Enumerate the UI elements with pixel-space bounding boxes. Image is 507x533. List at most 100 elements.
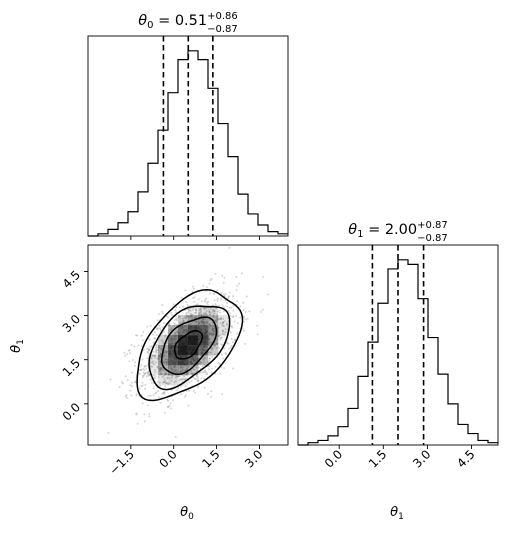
scatter-point [166,406,169,409]
scatter-point [212,327,214,330]
scatter-point [187,311,190,314]
scatter-point [213,330,216,333]
scatter-point [161,326,164,329]
scatter-point [126,379,129,382]
histogram-frame [297,244,499,446]
scatter-point [208,323,211,326]
scatter-point [176,374,179,377]
scatter-point [178,322,181,325]
scatter-point [167,331,170,334]
scatter-point [208,311,211,313]
scatter-point [197,366,200,369]
scatter-point [165,373,168,376]
scatter-point [227,295,230,298]
scatter-point [151,360,154,363]
scatter-point [176,319,178,322]
scatter-point [142,374,145,377]
scatter-point [206,393,209,395]
scatter-point [176,389,179,392]
scatter-point [157,344,160,347]
scatter-point [204,300,206,303]
scatter-point [187,366,189,369]
scatter-point [130,394,133,397]
scatter-point [128,349,131,352]
scatter-point [149,378,152,381]
scatter-point [149,338,151,341]
scatter-point [109,378,112,381]
scatter-point [216,342,219,345]
scatter-point [242,327,244,330]
scatter-point [213,343,216,346]
scatter-point [199,308,202,311]
scatter-point [202,323,205,326]
scatter-point [215,319,218,322]
contour-level-0 [173,329,204,360]
scatter-point [221,393,224,396]
scatter-point [171,374,174,377]
scatter-point [188,309,191,312]
scatter-point [158,367,161,370]
scatter-point [178,315,180,318]
scatter-point [228,291,231,294]
scatter-point [197,323,200,326]
scatter-point [192,376,195,379]
scatter-point [125,394,128,397]
scatter-point [150,354,153,357]
scatter-point [227,297,230,300]
scatter-point [195,308,197,311]
density-cell [147,364,159,376]
scatter-point [130,344,133,346]
scatter-point [201,365,204,368]
scatter-point [166,382,169,385]
scatter-point [222,321,225,324]
scatter-point [194,320,197,323]
scatter-point [141,384,144,387]
scatter-point [195,303,198,306]
scatter-point [245,295,248,298]
scatter-point [170,379,173,382]
scatter-point [200,320,203,323]
scatter-point [183,320,185,323]
scatter-point [197,314,200,317]
scatter-point [162,341,164,344]
scatter-point [199,311,202,314]
scatter-point [160,347,163,350]
scatter-point [161,310,163,313]
scatter-point [155,349,158,352]
scatter-point [204,299,207,302]
scatter-point [136,422,139,425]
scatter-point [188,366,191,369]
scatter-point [149,324,152,327]
scatter-point [187,404,190,407]
x-tick-label: 0.0 [156,447,179,470]
scatter-point [236,332,239,335]
scatter-point [170,327,173,330]
scatter-point [133,345,136,348]
scatter-point [153,376,156,379]
scatter-point [200,314,203,317]
scatter-point [197,322,200,325]
scatter-point [164,358,167,361]
scatter-point [184,289,187,292]
scatter-point [203,377,206,380]
scatter-point [165,361,168,364]
x-axis-label-theta0: θ0 [180,505,194,522]
scatter-point [229,331,232,334]
scatter-point [191,313,194,316]
scatter-point [171,376,174,379]
scatter-point [164,372,167,375]
scatter-point [182,378,185,381]
scatter-point [212,328,214,331]
scatter-point [205,310,208,313]
scatter-point [216,318,219,321]
y-tick-label: 4.5 [60,268,83,291]
scatter-point [227,310,230,312]
density-cell [197,344,209,356]
scatter-point [213,299,216,302]
scatter-point [207,361,210,364]
scatter-point [147,370,150,373]
scatter-point [158,381,161,384]
scatter-point [236,284,239,287]
axes-ticks: −1.5 0.0 1.5 3.0 0.0 1.5 3.0 4.5 0.0 1.5 3.0 4.5 [60,236,478,478]
